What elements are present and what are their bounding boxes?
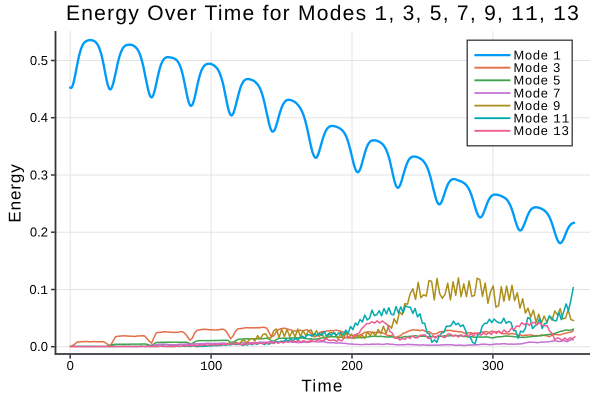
- svg-text:0.0: 0.0: [30, 339, 48, 354]
- svg-text:Time: Time: [301, 377, 343, 396]
- svg-text:Mode 3: Mode 3: [514, 60, 561, 75]
- svg-text:100: 100: [200, 358, 222, 374]
- svg-text:Mode 13: Mode 13: [514, 123, 570, 139]
- svg-text:Mode 7: Mode 7: [514, 85, 561, 100]
- svg-text:300: 300: [482, 358, 504, 373]
- svg-text:0: 0: [67, 358, 74, 373]
- svg-text:0.2: 0.2: [30, 225, 48, 240]
- svg-text:0.5: 0.5: [30, 53, 48, 68]
- svg-text:0.4: 0.4: [30, 110, 48, 125]
- svg-text:200: 200: [341, 358, 363, 373]
- svg-text:Energy Over Time for Modes 1,: Energy Over Time for Modes 1, 3, 5, 7, 9…: [66, 2, 580, 27]
- svg-text:Mode 5: Mode 5: [514, 73, 561, 88]
- svg-text:0.3: 0.3: [30, 167, 48, 182]
- svg-text:0.1: 0.1: [29, 282, 48, 298]
- svg-text:Mode 11: Mode 11: [514, 111, 571, 127]
- svg-text:Energy: Energy: [6, 163, 25, 222]
- svg-text:Mode 1: Mode 1: [514, 47, 562, 63]
- svg-text:Mode 9: Mode 9: [514, 98, 561, 113]
